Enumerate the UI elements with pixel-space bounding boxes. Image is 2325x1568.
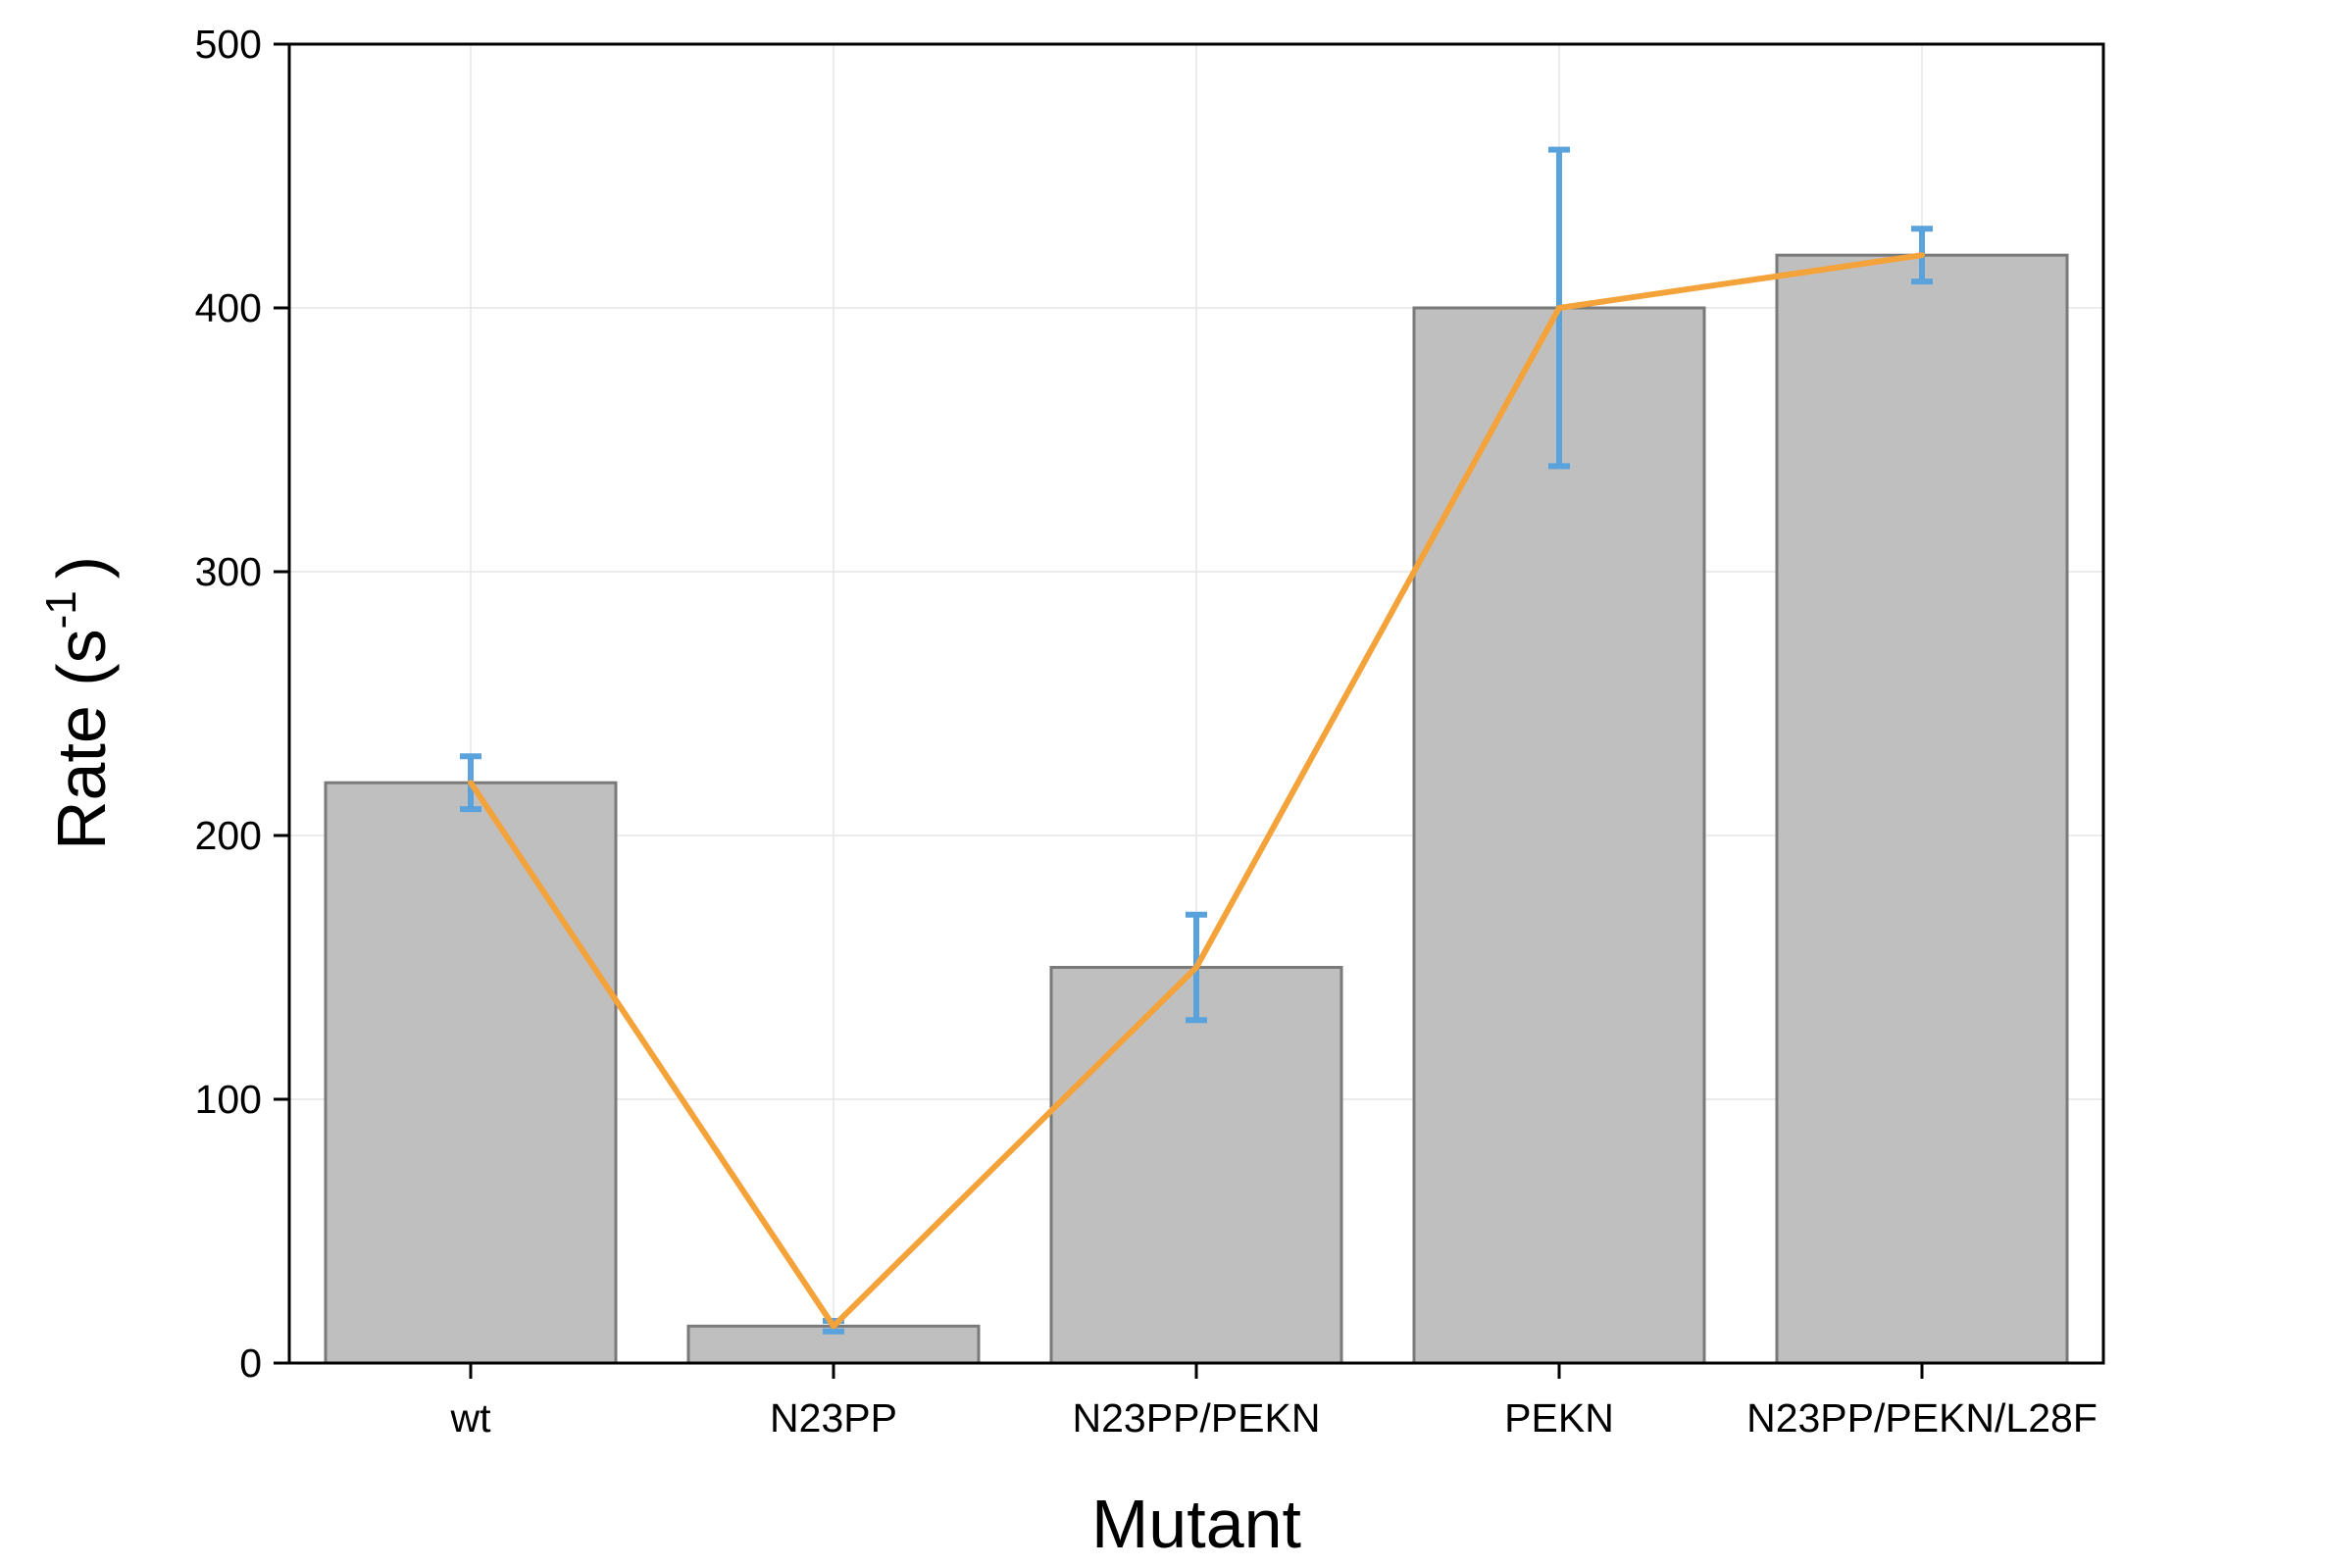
y-tick-label: 200 bbox=[195, 813, 262, 858]
y-axis-title-main: Rate (s bbox=[43, 629, 120, 850]
y-axis-title: Rate (s-1) bbox=[37, 556, 120, 850]
y-tick-label: 100 bbox=[195, 1077, 262, 1122]
y-tick-label: 400 bbox=[195, 285, 262, 330]
y-tick-label: 500 bbox=[195, 22, 262, 67]
y-tick-label: 300 bbox=[195, 549, 262, 594]
y-axis-title-close: ) bbox=[43, 556, 120, 579]
y-axis-ticks: 0 100 200 300 400 500 bbox=[195, 22, 289, 1386]
x-axis-ticks: wt N23PP N23PP/PEKN PEKN N23PP/PEKN/L28F bbox=[450, 1363, 2098, 1441]
y-tick-label: 0 bbox=[239, 1340, 262, 1386]
bar-n23pp-pekn bbox=[1049, 966, 1343, 1365]
x-axis-title: Mutant bbox=[1091, 1486, 1301, 1562]
x-tick-label: N23PP/PEKN/L28F bbox=[1746, 1395, 2098, 1441]
x-tick-label: N23PP bbox=[770, 1395, 897, 1441]
x-tick-label: PEKN bbox=[1504, 1395, 1614, 1441]
trend-line-group bbox=[468, 252, 1925, 1330]
bar-wt bbox=[324, 781, 618, 1365]
y-axis-title-superscript: -1 bbox=[37, 590, 85, 629]
bars bbox=[324, 253, 2069, 1365]
trend-line bbox=[468, 252, 1925, 1330]
x-tick-label: wt bbox=[450, 1395, 492, 1441]
bar-n23pp-pekn-l28f bbox=[1775, 253, 2069, 1365]
x-tick-label: N23PP/PEKN bbox=[1073, 1395, 1321, 1441]
